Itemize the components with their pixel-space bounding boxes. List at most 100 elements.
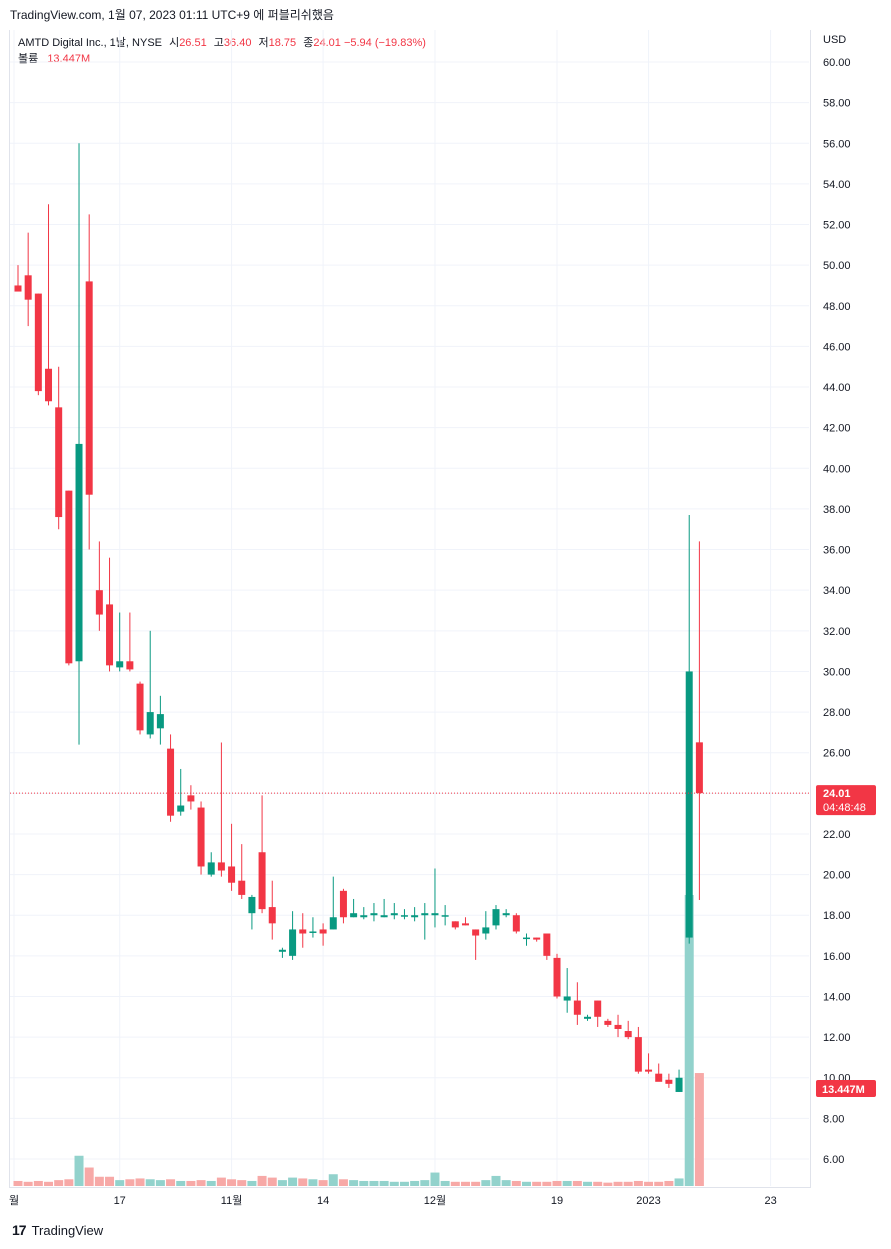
last-price-value: 24.01 — [823, 788, 851, 800]
y-tick-label: 6.00 — [823, 1154, 844, 1166]
volume-bar — [33, 1180, 43, 1186]
volume-bar — [511, 1180, 521, 1186]
y-tick-label: 28.00 — [823, 707, 851, 719]
candle-body — [584, 1016, 592, 1019]
y-tick-label: 58.00 — [823, 98, 851, 110]
volume-bar — [440, 1180, 450, 1186]
candle-body — [461, 923, 469, 926]
candle-body — [339, 890, 347, 918]
volume-bar — [216, 1177, 226, 1186]
volume-bar — [613, 1181, 623, 1186]
volume-bar — [94, 1176, 104, 1186]
volume-bar — [542, 1181, 552, 1186]
candle-body — [95, 590, 103, 615]
y-tick-label: 38.00 — [823, 504, 851, 516]
candle-body — [167, 748, 175, 816]
tradingview-logo-icon: 17 — [12, 1222, 27, 1238]
y-tick-label: 16.00 — [823, 951, 851, 963]
legend-symbol[interactable]: AMTD Digital Inc., 1날, NYSE — [18, 37, 162, 49]
candle-body — [614, 1024, 622, 1029]
legend-change: −5.94 (−19.83%) — [343, 37, 426, 49]
volume-bar — [298, 1178, 308, 1186]
volume-bar — [603, 1182, 613, 1186]
volume-bar — [654, 1181, 664, 1186]
candle-body — [238, 880, 246, 895]
volume-bar — [237, 1180, 247, 1186]
footer: 17 TradingView — [12, 1222, 103, 1238]
candle-body — [217, 862, 225, 871]
candle-body — [309, 931, 317, 933]
volume-badge-value: 13.447M — [822, 1084, 865, 1096]
y-tick-label: 12.00 — [823, 1032, 851, 1044]
volume-bar — [247, 1180, 257, 1186]
y-tick-label: 26.00 — [823, 748, 851, 760]
x-tick-label: 17 — [114, 1195, 126, 1207]
candle-body — [604, 1020, 612, 1025]
y-tick-label: 20.00 — [823, 870, 851, 882]
candle-body — [695, 742, 703, 794]
volume-bar — [227, 1179, 237, 1186]
volume-bar — [206, 1180, 216, 1186]
candle-body — [126, 661, 134, 670]
candle-body — [268, 907, 276, 924]
candle-body — [492, 909, 500, 926]
y-tick-label: 46.00 — [823, 341, 851, 353]
tradingview-brand: TradingView — [31, 1222, 104, 1238]
volume-bar — [145, 1179, 155, 1186]
candle-body — [207, 862, 215, 875]
volume-bar — [74, 1155, 84, 1186]
y-tick-label: 56.00 — [823, 138, 851, 150]
volume-bar — [532, 1181, 542, 1186]
volume-bar — [633, 1180, 643, 1186]
legend-ohlc-row: AMTD Digital Inc., 1날, NYSE 시26.51 고36.4… — [18, 35, 426, 51]
candle-body — [421, 913, 429, 916]
volume-bar — [389, 1181, 399, 1186]
volume-bar — [552, 1180, 562, 1186]
candle-body — [594, 1000, 602, 1017]
volume-bar — [684, 895, 694, 1186]
candle-body — [472, 929, 480, 936]
candle-body — [55, 407, 63, 518]
candle-body — [106, 604, 114, 666]
y-tick-label: 34.00 — [823, 585, 851, 597]
volume-bar — [186, 1180, 196, 1186]
candle-body — [146, 712, 154, 735]
volume-bar — [491, 1175, 501, 1186]
volume-bar — [54, 1180, 64, 1186]
volume-bar — [23, 1181, 33, 1186]
y-tick-label: 60.00 — [823, 57, 851, 69]
volume-bar — [115, 1180, 125, 1186]
y-tick-label: 48.00 — [823, 301, 851, 313]
legend-high-label: 고 — [213, 37, 224, 49]
chart-frame — [9, 30, 811, 1188]
candle-body — [675, 1077, 683, 1092]
volume-bar — [644, 1181, 654, 1186]
candle-body — [553, 957, 561, 997]
y-tick-label: 54.00 — [823, 179, 851, 191]
candle-body — [197, 807, 205, 867]
volume-bar — [399, 1181, 409, 1186]
candle-body — [380, 915, 388, 918]
candle-body — [299, 929, 307, 934]
publish-caption: TradingView.com, 1월 07, 2023 01:11 UTC+9… — [10, 8, 334, 22]
volume-bar — [420, 1180, 430, 1186]
legend-close-label: 종 — [303, 37, 314, 49]
candle-body — [451, 921, 459, 928]
y-tick-label: 50.00 — [823, 260, 851, 272]
volume-bar — [369, 1180, 379, 1186]
candle-body — [563, 996, 571, 1001]
legend-low: 18.75 — [268, 37, 297, 49]
candle-body — [258, 852, 266, 910]
candle-body — [512, 915, 520, 932]
candle-body — [278, 949, 286, 952]
volume-bar — [460, 1181, 470, 1186]
volume-bar — [338, 1179, 348, 1186]
volume-bar — [308, 1179, 318, 1186]
volume-bar — [450, 1181, 460, 1186]
last-price-badge — [816, 785, 876, 816]
volume-bar — [572, 1180, 582, 1186]
candle-body — [85, 281, 93, 495]
currency-label[interactable]: USD — [823, 34, 847, 46]
x-tick-label: 19 — [551, 1195, 563, 1207]
